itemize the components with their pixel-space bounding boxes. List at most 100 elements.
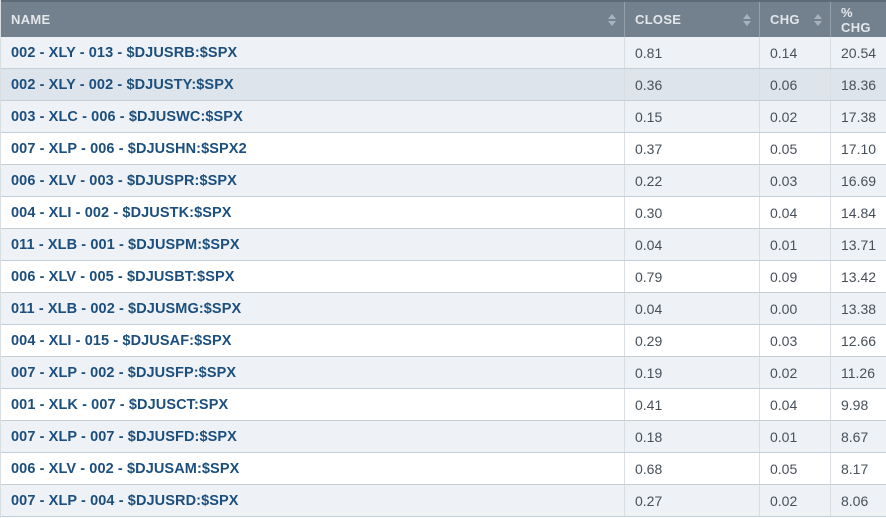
caret-up-icon	[743, 13, 751, 19]
chg-cell: 0.01	[760, 421, 831, 452]
pct-chg-cell: 13.42	[841, 268, 877, 285]
close-cell: 0.30	[625, 197, 760, 228]
chg-cell: 0.01	[760, 229, 831, 260]
symbol-link[interactable]: 006 - XLV - 005 - $DJUSBT:$SPX	[11, 268, 235, 285]
pct-chg-cell: 13.38	[841, 300, 877, 317]
name-cell: 004 - XLI - 015 - $DJUSAF:$SPX	[1, 325, 625, 356]
close-cell: 0.04	[625, 229, 760, 260]
close-cell: 0.81	[625, 37, 760, 68]
chg-cell: 0.04	[760, 197, 831, 228]
caret-up-icon	[608, 13, 616, 19]
table-row: 007 - XLP - 006 - $DJUSHN:$SPX2 0.37 0.0…	[1, 133, 886, 165]
column-header-name[interactable]: NAME	[1, 2, 625, 37]
symbol-link[interactable]: 007 - XLP - 004 - $DJUSRD:$SPX	[11, 492, 239, 509]
close-cell: 0.04	[625, 293, 760, 324]
close-cell: 0.37	[625, 133, 760, 164]
name-cell: 007 - XLP - 002 - $DJUSFP:$SPX	[1, 357, 625, 388]
table-row: 006 - XLV - 002 - $DJUSAM:$SPX 0.68 0.05…	[1, 453, 886, 485]
symbol-link[interactable]: 003 - XLC - 006 - $DJUSWC:$SPX	[11, 108, 243, 125]
close-cell: 0.29	[625, 325, 760, 356]
pct-chg-cell: 16.69	[841, 172, 877, 189]
chg-cell: 0.04	[760, 389, 831, 420]
symbol-link[interactable]: 011 - XLB - 002 - $DJUSMG:$SPX	[11, 300, 242, 317]
table-row: 002 - XLY - 013 - $DJUSRB:$SPX 0.81 0.14…	[1, 37, 886, 69]
table-row: 011 - XLB - 002 - $DJUSMG:$SPX 0.04 0.00…	[1, 293, 886, 325]
table-row: 001 - XLK - 007 - $DJUSCT:SPX 0.41 0.04 …	[1, 389, 886, 421]
close-cell: 0.27	[625, 485, 760, 516]
pct-chg-cell: 8.06	[841, 492, 869, 509]
table-body: 002 - XLY - 013 - $DJUSRB:$SPX 0.81 0.14…	[1, 37, 886, 517]
chg-cell: 0.02	[760, 485, 831, 516]
sort-icon	[814, 13, 822, 26]
chg-cell: 0.02	[760, 357, 831, 388]
symbol-link[interactable]: 004 - XLI - 015 - $DJUSAF:$SPX	[11, 332, 232, 349]
close-cell: 0.15	[625, 101, 760, 132]
column-header-close[interactable]: CLOSE	[625, 2, 760, 37]
name-cell: 006 - XLV - 003 - $DJUSPR:$SPX	[1, 165, 625, 196]
pct-chg-cell: 12.66	[841, 332, 877, 349]
name-cell: 006 - XLV - 002 - $DJUSAM:$SPX	[1, 453, 625, 484]
symbol-link[interactable]: 007 - XLP - 006 - $DJUSHN:$SPX2	[11, 140, 247, 157]
symbol-link[interactable]: 001 - XLK - 007 - $DJUSCT:SPX	[11, 396, 229, 413]
close-cell: 0.18	[625, 421, 760, 452]
pct-chg-cell: 18.36	[841, 76, 877, 93]
chg-cell: 0.03	[760, 325, 831, 356]
pct-chg-cell: 20.54	[841, 44, 877, 61]
caret-down-icon	[743, 20, 751, 26]
chg-cell: 0.05	[760, 453, 831, 484]
chg-cell: 0.03	[760, 165, 831, 196]
sort-icon	[743, 13, 751, 26]
name-cell: 001 - XLK - 007 - $DJUSCT:SPX	[1, 389, 625, 420]
chg-cell: 0.02	[760, 101, 831, 132]
table-row: 006 - XLV - 003 - $DJUSPR:$SPX 0.22 0.03…	[1, 165, 886, 197]
table-row: 007 - XLP - 004 - $DJUSRD:$SPX 0.27 0.02…	[1, 485, 886, 517]
name-cell: 007 - XLP - 006 - $DJUSHN:$SPX2	[1, 133, 625, 164]
chg-cell: 0.14	[760, 37, 831, 68]
symbol-link[interactable]: 002 - XLY - 013 - $DJUSRB:$SPX	[11, 44, 238, 61]
column-header-pct-chg-label: % CHG	[841, 4, 871, 35]
symbol-link[interactable]: 007 - XLP - 007 - $DJUSFD:$SPX	[11, 428, 237, 445]
symbol-link[interactable]: 011 - XLB - 001 - $DJUSPM:$SPX	[11, 236, 240, 253]
name-cell: 002 - XLY - 013 - $DJUSRB:$SPX	[1, 37, 625, 68]
pct-chg-cell: 9.98	[841, 396, 869, 413]
symbol-link[interactable]: 004 - XLI - 002 - $DJUSTK:$SPX	[11, 204, 232, 221]
column-header-name-label: NAME	[11, 12, 51, 27]
close-cell: 0.79	[625, 261, 760, 292]
name-cell: 006 - XLV - 005 - $DJUSBT:$SPX	[1, 261, 625, 292]
pct-chg-cell: 17.38	[841, 108, 877, 125]
name-cell: 003 - XLC - 006 - $DJUSWC:$SPX	[1, 101, 625, 132]
symbol-link[interactable]: 007 - XLP - 002 - $DJUSFP:$SPX	[11, 364, 237, 381]
column-header-chg[interactable]: CHG	[760, 2, 831, 37]
close-cell: 0.22	[625, 165, 760, 196]
symbol-link[interactable]: 006 - XLV - 003 - $DJUSPR:$SPX	[11, 172, 237, 189]
table-row: 003 - XLC - 006 - $DJUSWC:$SPX 0.15 0.02…	[1, 101, 886, 133]
table-row: 007 - XLP - 007 - $DJUSFD:$SPX 0.18 0.01…	[1, 421, 886, 453]
symbol-link[interactable]: 006 - XLV - 002 - $DJUSAM:$SPX	[11, 460, 240, 477]
caret-down-icon	[608, 20, 616, 26]
chg-cell: 0.00	[760, 293, 831, 324]
pct-chg-cell: 8.17	[841, 460, 869, 477]
table-row: 007 - XLP - 002 - $DJUSFP:$SPX 0.19 0.02…	[1, 357, 886, 389]
close-cell: 0.41	[625, 389, 760, 420]
column-header-close-label: CLOSE	[635, 12, 682, 27]
chg-cell: 0.06	[760, 69, 831, 100]
pct-chg-cell: 14.84	[841, 204, 877, 221]
table-row: 002 - XLY - 002 - $DJUSTY:$SPX 0.36 0.06…	[1, 69, 886, 101]
table-row: 011 - XLB - 001 - $DJUSPM:$SPX 0.04 0.01…	[1, 229, 886, 261]
close-cell: 0.19	[625, 357, 760, 388]
name-cell: 004 - XLI - 002 - $DJUSTK:$SPX	[1, 197, 625, 228]
column-header-chg-label: CHG	[770, 12, 800, 27]
table-row: 004 - XLI - 002 - $DJUSTK:$SPX 0.30 0.04…	[1, 197, 886, 229]
chg-cell: 0.09	[760, 261, 831, 292]
column-header-pct-chg[interactable]: % CHG	[831, 2, 886, 37]
close-cell: 0.68	[625, 453, 760, 484]
symbol-link[interactable]: 002 - XLY - 002 - $DJUSTY:$SPX	[11, 76, 234, 93]
caret-down-icon	[814, 20, 822, 26]
close-cell: 0.36	[625, 69, 760, 100]
name-cell: 011 - XLB - 002 - $DJUSMG:$SPX	[1, 293, 625, 324]
pct-chg-cell: 13.71	[841, 236, 877, 253]
pct-chg-cell: 17.10	[841, 140, 877, 157]
name-cell: 007 - XLP - 004 - $DJUSRD:$SPX	[1, 485, 625, 516]
sort-icon	[608, 13, 616, 26]
